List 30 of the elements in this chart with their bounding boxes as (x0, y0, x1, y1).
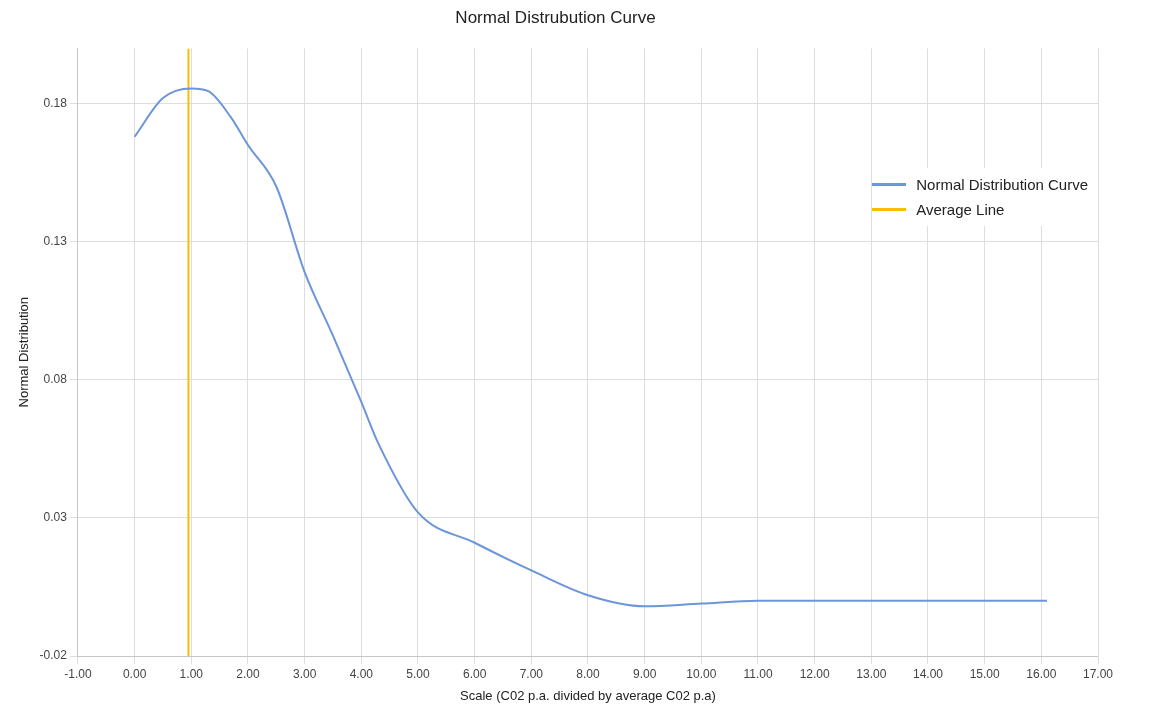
x-tick-label: 16.00 (1026, 666, 1057, 681)
y-tick-label: -0.02 (39, 648, 68, 663)
legend-label: Average Line (916, 201, 1005, 218)
x-tick-label: -1.00 (64, 666, 92, 681)
x-tick-label: 11.00 (743, 666, 773, 681)
x-tick-label: 7.00 (519, 666, 544, 681)
x-tick-label: 5.00 (406, 666, 430, 681)
y-tick-label: 0.03 (43, 510, 68, 525)
x-tick-label: 9.00 (632, 666, 657, 681)
x-tick-label: 15.00 (969, 666, 1000, 681)
x-tick-label: 1.00 (179, 666, 204, 681)
x-tick-label: 6.00 (462, 666, 487, 681)
y-tick-label: 0.08 (43, 372, 68, 387)
x-tick-label: 2.00 (236, 666, 260, 681)
x-tick-label: 12.00 (799, 666, 830, 681)
y-tick-label: 0.18 (43, 95, 68, 110)
chart-title: Normal Distrubution Curve (455, 7, 656, 27)
x-tick-label: 14.00 (912, 666, 944, 681)
line-series (133, 87, 1048, 608)
legend-label: Normal Distribution Curve (916, 176, 1088, 193)
x-tick-label: 0.00 (122, 666, 147, 681)
x-tick-label: 10.00 (686, 666, 717, 681)
x-tick-label: 17.00 (1082, 666, 1114, 681)
x-tick-label: 8.00 (576, 666, 600, 681)
x-axis-title: Scale (C02 p.a. divided by average C02 p.a) (460, 687, 716, 703)
x-tick-label: 4.00 (349, 666, 374, 681)
x-tick-label: 3.00 (292, 666, 317, 681)
y-axis-title: Normal Distribution (16, 296, 32, 408)
y-tick-label: 0.13 (43, 234, 68, 249)
x-tick-label: 13.00 (856, 666, 887, 681)
